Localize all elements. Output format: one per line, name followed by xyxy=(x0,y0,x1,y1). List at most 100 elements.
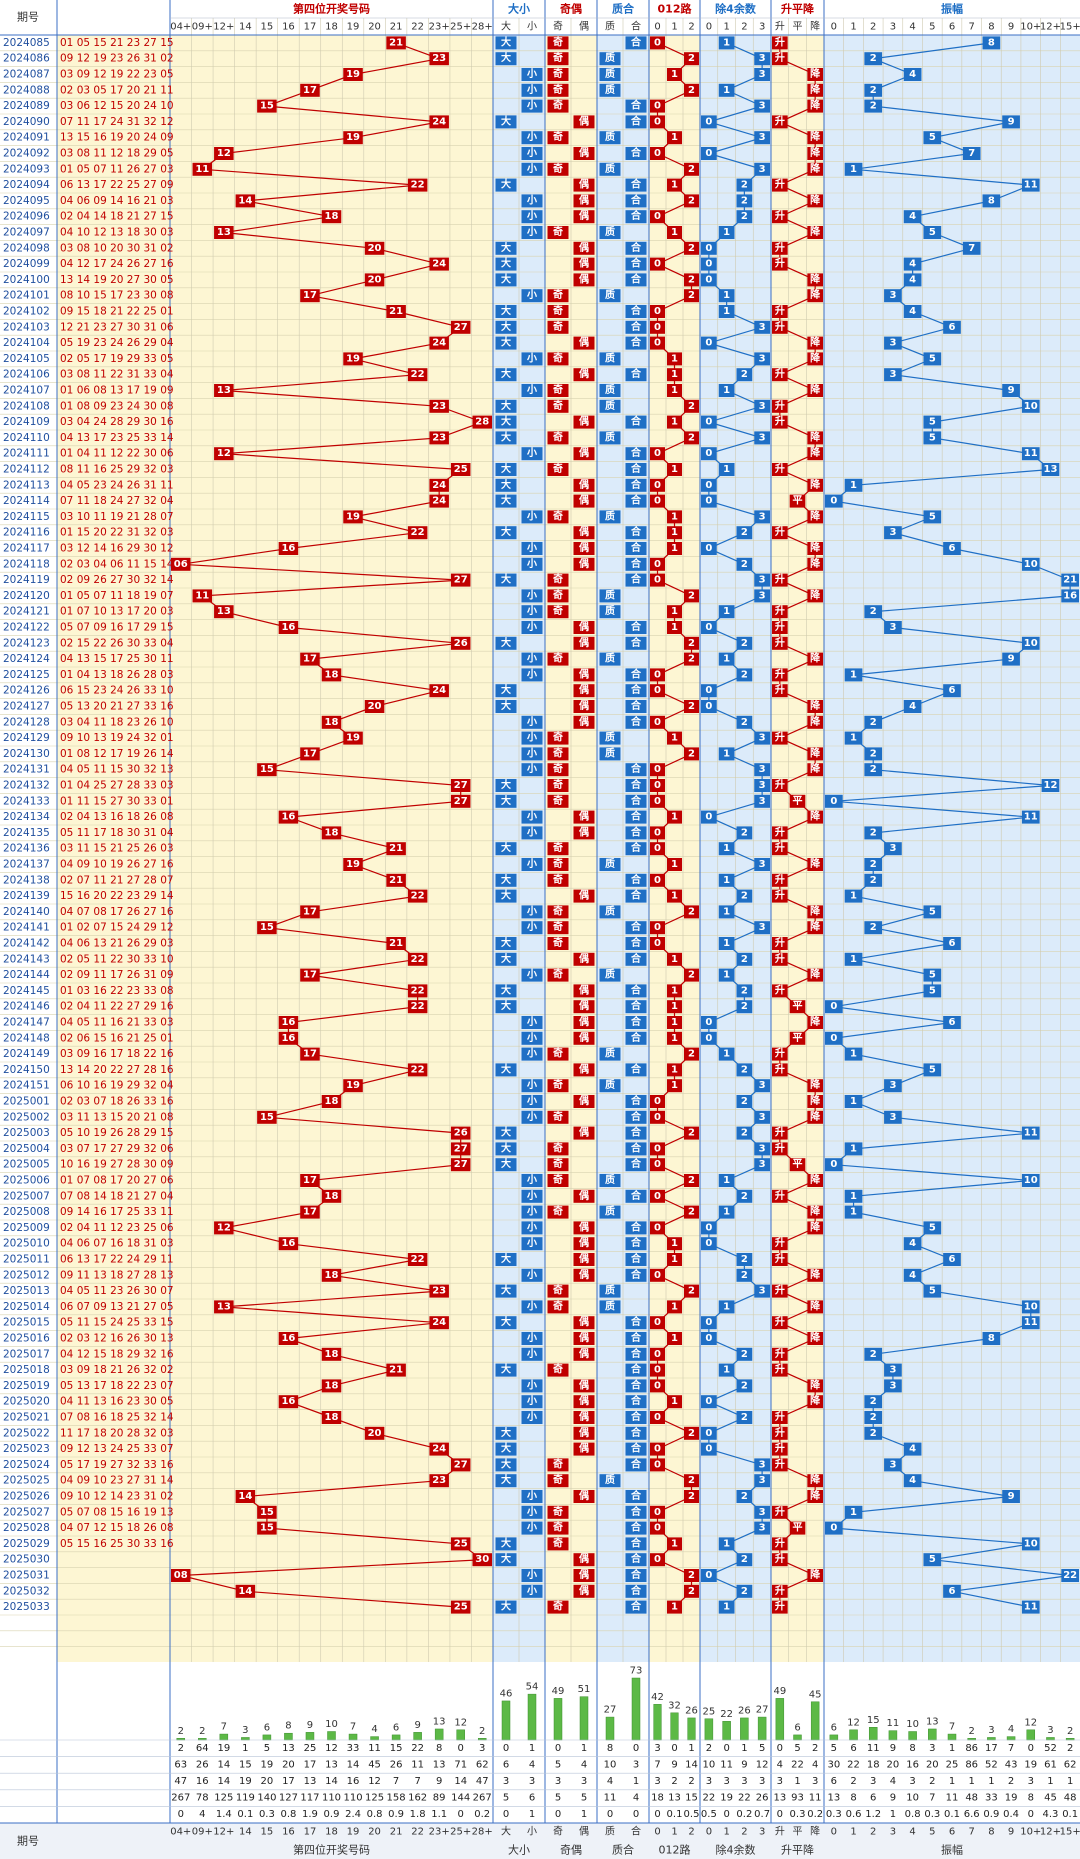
hit-label: 降 xyxy=(810,509,821,522)
hit-marker xyxy=(923,431,942,445)
hit-marker xyxy=(599,605,621,619)
hit-marker xyxy=(772,463,788,476)
column-label: 7 xyxy=(969,22,975,33)
hit-label: 合 xyxy=(630,304,642,317)
count-label: 10 xyxy=(325,1719,338,1730)
hit-label: 合 xyxy=(630,1536,642,1549)
hit-marker xyxy=(625,257,647,271)
hit-marker xyxy=(386,842,406,856)
hit-label: 升 xyxy=(775,825,785,838)
hit-label: 合 xyxy=(630,683,642,696)
hit-marker xyxy=(884,842,902,856)
hit-marker xyxy=(684,1584,699,1598)
hit-label: 18 xyxy=(325,1191,339,1202)
hit-label: 0 xyxy=(830,1159,837,1170)
hit-label: 10 xyxy=(1024,638,1038,649)
hit-marker xyxy=(718,1537,735,1551)
stat-value: 3 xyxy=(633,1759,639,1770)
hit-marker xyxy=(667,731,682,745)
hit-label: 2 xyxy=(741,985,748,996)
hit-label: 大 xyxy=(501,636,511,649)
hit-marker xyxy=(495,1063,517,1077)
hit-marker xyxy=(257,1110,277,1124)
draw-numbers: 05 07 09 16 17 29 15 xyxy=(60,622,174,634)
hit-marker xyxy=(884,1110,902,1124)
hit-marker xyxy=(650,1411,665,1424)
hit-marker xyxy=(625,1411,647,1424)
hit-label: 升 xyxy=(775,399,785,412)
hit-label: 17 xyxy=(303,85,317,96)
hit-marker xyxy=(625,1553,647,1567)
hit-label: 27 xyxy=(454,1459,468,1470)
group-title: 奇偶 xyxy=(560,1844,582,1857)
hit-marker xyxy=(547,905,569,919)
hit-label: 小 xyxy=(526,1394,537,1407)
hit-marker xyxy=(807,226,823,239)
hit-marker xyxy=(364,1426,385,1440)
hit-label: 偶 xyxy=(578,1442,589,1455)
hit-label: 合 xyxy=(630,889,642,902)
hit-label: 5 xyxy=(929,1286,936,1297)
stat-value: 0 xyxy=(555,1809,561,1820)
hit-label: 22 xyxy=(411,954,425,965)
stat-value: 5 xyxy=(555,1759,561,1770)
hit-label: 15 xyxy=(260,1112,274,1123)
hit-marker xyxy=(573,1221,595,1235)
hit-label: 2 xyxy=(688,1475,695,1486)
hit-label: 小 xyxy=(526,715,537,728)
hit-marker xyxy=(495,1553,517,1567)
hit-marker xyxy=(650,447,665,461)
column-label: 升 xyxy=(775,21,785,33)
hit-label: 大 xyxy=(501,1552,511,1565)
hit-label: 大 xyxy=(501,478,511,491)
hit-marker xyxy=(547,83,569,97)
hit-label: 1 xyxy=(723,1207,730,1218)
hit-marker xyxy=(807,1569,823,1582)
hit-label: 大 xyxy=(501,1426,511,1439)
period: 2024097 xyxy=(3,227,50,239)
hit-marker xyxy=(625,1221,647,1235)
draw-numbers: 01 07 10 13 17 20 03 xyxy=(60,606,174,618)
hit-label: 2 xyxy=(741,1128,748,1139)
hit-label: 大 xyxy=(501,873,511,886)
hit-marker xyxy=(903,1442,922,1456)
count-bar xyxy=(262,1734,272,1741)
hit-marker xyxy=(701,494,717,508)
hit-marker xyxy=(701,1395,717,1409)
hit-marker xyxy=(495,463,517,476)
hit-label: 偶 xyxy=(578,1268,589,1281)
hit-marker xyxy=(521,1332,543,1345)
hit-label: 奇 xyxy=(553,1173,563,1186)
hit-marker xyxy=(235,1584,256,1598)
draw-numbers: 03 10 11 19 21 28 07 xyxy=(60,511,174,523)
hit-label: 1 xyxy=(671,812,678,823)
hit-label: 奇 xyxy=(553,1047,563,1060)
hit-marker xyxy=(625,1237,647,1251)
stat-value: 18 xyxy=(867,1759,880,1770)
hit-marker xyxy=(667,1063,682,1077)
hit-label: 偶 xyxy=(578,146,589,159)
hit-marker xyxy=(547,1284,569,1298)
hit-marker xyxy=(521,1205,543,1219)
hit-label: 3 xyxy=(759,353,766,364)
period: 2024116 xyxy=(3,527,50,539)
draw-numbers: 01 02 07 15 24 29 12 xyxy=(60,922,174,934)
hit-label: 合 xyxy=(630,699,642,712)
hit-label: 2 xyxy=(741,954,748,965)
draw-numbers: 15 16 20 22 23 29 14 xyxy=(60,890,174,902)
hit-label: 2 xyxy=(741,891,748,902)
period: 2025020 xyxy=(3,1396,50,1408)
hit-label: 大 xyxy=(501,114,511,127)
hit-label: 2 xyxy=(688,1570,695,1581)
hit-marker xyxy=(547,731,569,745)
hit-marker xyxy=(650,1363,665,1377)
period: 2024142 xyxy=(3,938,50,950)
column-label: 1 xyxy=(850,22,856,33)
hit-marker xyxy=(650,937,665,950)
column-label: 3 xyxy=(890,22,896,33)
hit-marker xyxy=(521,621,543,634)
count-bar xyxy=(456,1729,465,1741)
stat-value: 18 xyxy=(651,1793,664,1804)
hit-label: 升 xyxy=(775,778,785,791)
hit-marker xyxy=(982,194,1001,208)
